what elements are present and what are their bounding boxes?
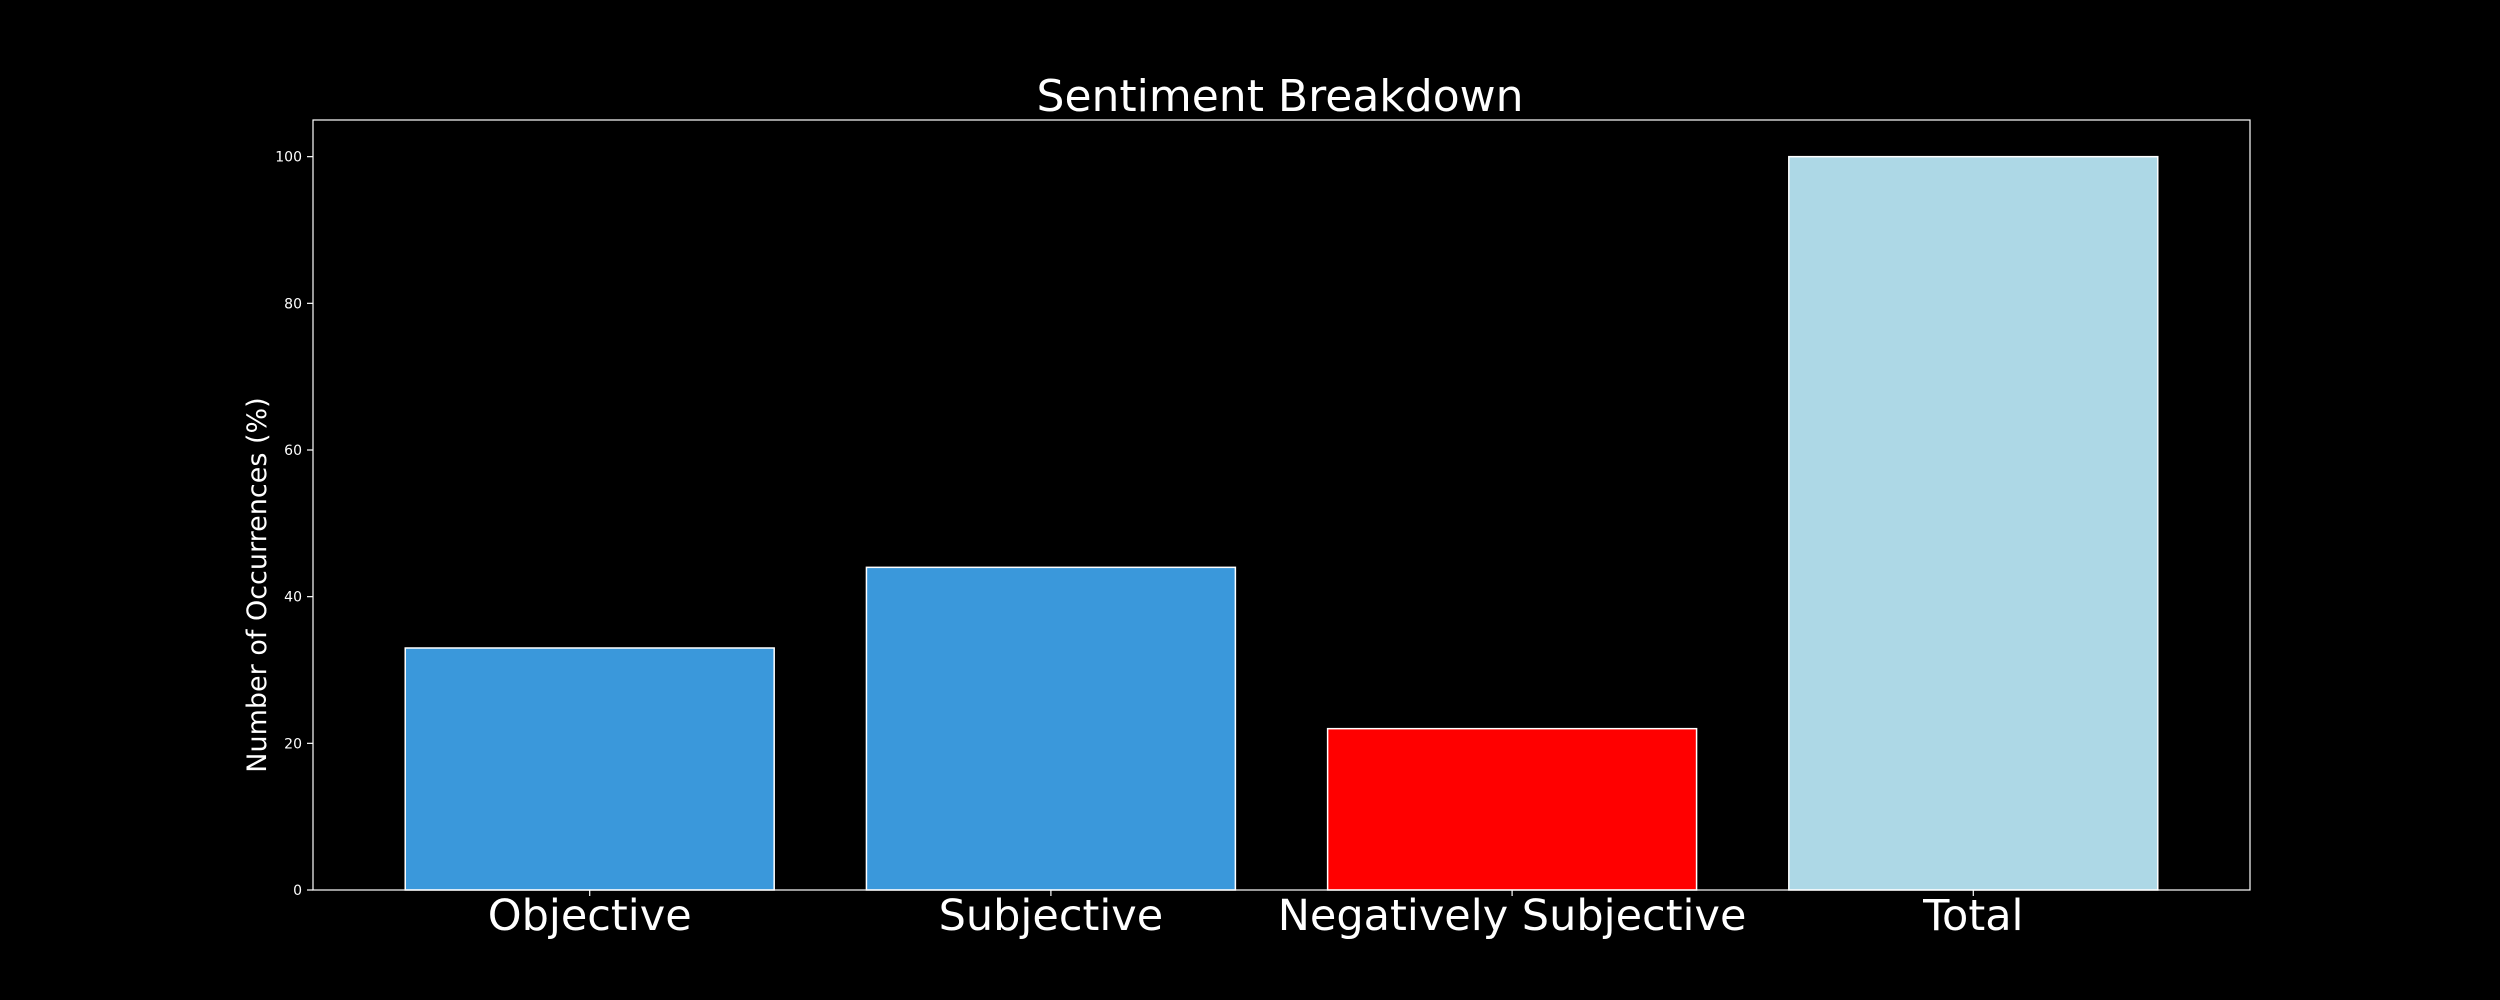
bars-group — [404, 155, 2159, 891]
bar-negatively-subjective — [1326, 727, 1698, 891]
y-tick-label: 20 — [284, 736, 302, 752]
x-axis-ticks: Objective Subjective Negatively Subjective… — [488, 890, 2024, 941]
chart-title: Sentiment Breakdown — [1037, 71, 1524, 122]
x-tick-label-total: Total — [1922, 891, 2023, 941]
y-tick-label: 80 — [284, 296, 302, 312]
plot-area-frame — [312, 119, 2251, 891]
y-tick-label: 40 — [284, 590, 302, 606]
y-tick-label: 60 — [284, 443, 302, 459]
y-axis-ticks: 0 20 40 60 80 100 — [275, 150, 313, 899]
y-tick-label: 100 — [275, 150, 302, 166]
y-axis-label: Number of Occurrences (%) — [242, 397, 273, 772]
y-tick-label: 0 — [293, 883, 302, 899]
x-tick-label-subjective: Subjective — [939, 891, 1164, 941]
bar-subjective — [865, 566, 1237, 891]
bar-objective — [404, 647, 775, 891]
x-tick-label-objective: Objective — [488, 891, 692, 941]
x-tick-label-negatively-subjective: Negatively Subjective — [1278, 891, 1747, 941]
bar-total — [1788, 155, 2159, 891]
